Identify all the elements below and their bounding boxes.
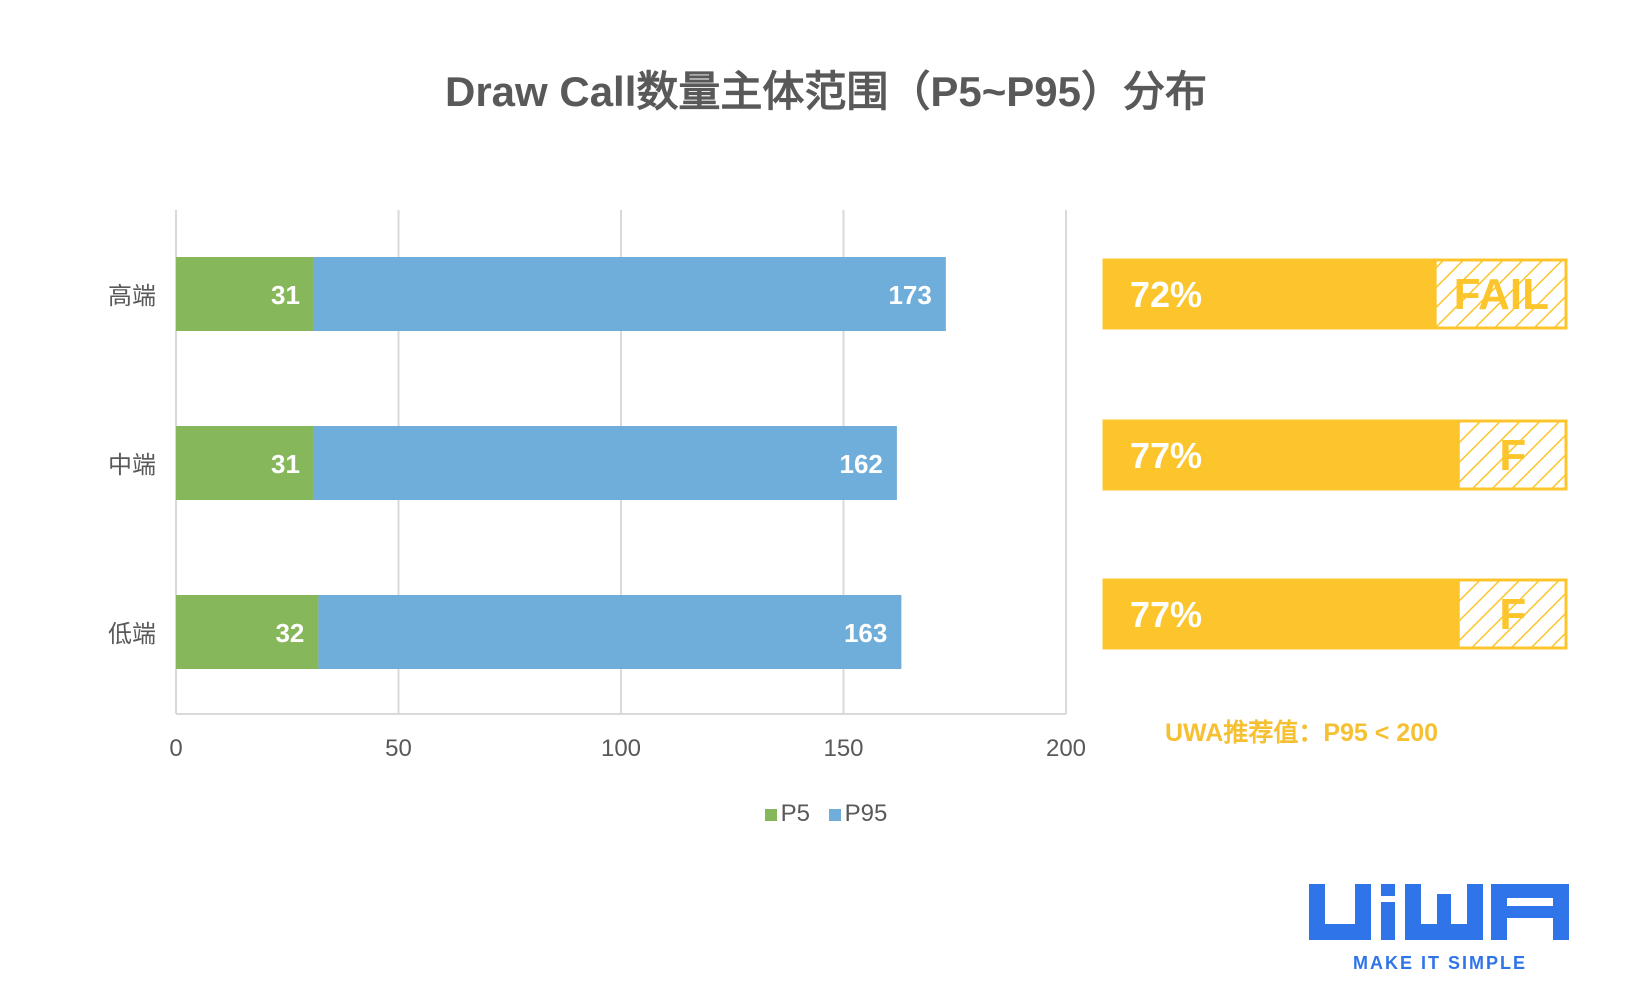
uwa-logo-mark <box>1309 884 1569 940</box>
x-tick-label: 0 <box>169 735 182 762</box>
pass-rate-label: 77% <box>1130 594 1202 635</box>
data-label-p95: 162 <box>840 449 883 479</box>
chart-title: Draw Call数量主体范围（P5~P95）分布 <box>444 68 1208 115</box>
fail-stamp: F <box>1499 590 1526 639</box>
legend-label-p5: P5 <box>780 800 810 827</box>
legend-item-p95: P95 <box>828 800 888 828</box>
data-label-p5: 31 <box>271 280 300 310</box>
y-category-label: 高端 <box>108 282 156 310</box>
legend: P5 P95 <box>0 800 1652 828</box>
recommendation-text: UWA推荐值：P95 < 200 <box>1165 719 1439 747</box>
pass-rate-fill <box>1104 421 1460 489</box>
fail-stamp: F <box>1499 431 1526 480</box>
data-label-p95: 173 <box>888 280 931 310</box>
legend-swatch-p5 <box>764 808 777 821</box>
uwa-logo: MAKE IT SIMPLE <box>1305 880 1575 974</box>
pass-rate-fill <box>1104 260 1437 328</box>
x-tick-label: 200 <box>1046 735 1086 762</box>
data-label-p95: 163 <box>844 618 887 648</box>
fail-stamp: FAIL <box>1454 270 1549 319</box>
y-category-label: 低端 <box>108 620 156 648</box>
bar-p95 <box>313 426 897 500</box>
bar-p5 <box>176 426 314 500</box>
bar-p95 <box>313 257 946 331</box>
data-label-p5: 32 <box>275 618 304 648</box>
pass-rate-label: 72% <box>1130 274 1202 315</box>
bar-p5 <box>176 595 319 669</box>
pass-rate-fill <box>1104 580 1460 648</box>
bar-p5 <box>176 257 314 331</box>
data-label-p5: 31 <box>271 449 300 479</box>
bar-p95 <box>318 595 902 669</box>
legend-item-p5: P5 <box>764 800 810 828</box>
x-tick-label: 150 <box>823 735 863 762</box>
x-tick-label: 50 <box>385 735 412 762</box>
pass-rate-label: 77% <box>1130 435 1202 476</box>
y-category-label: 中端 <box>108 451 156 479</box>
x-tick-label: 100 <box>601 735 641 762</box>
legend-label-p95: P95 <box>844 800 888 827</box>
legend-swatch-p95 <box>828 808 841 821</box>
logo-tagline: MAKE IT SIMPLE <box>1352 953 1527 973</box>
